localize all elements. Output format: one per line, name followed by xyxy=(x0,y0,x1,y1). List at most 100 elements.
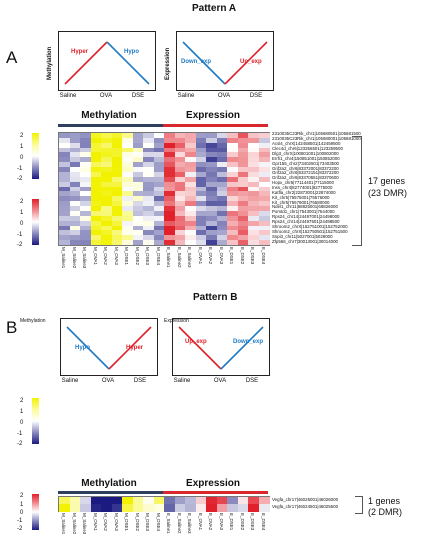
heatmap-cell xyxy=(59,176,70,183)
heatmap-cell xyxy=(122,201,133,207)
heatmap-cell xyxy=(132,171,144,178)
heatmap-cell xyxy=(101,230,112,236)
sample-column-label: E_DSE3 xyxy=(250,247,256,265)
sample-column-label: E_Saline1 xyxy=(166,513,172,534)
heatmap-cell xyxy=(216,147,228,153)
heatmap-cell xyxy=(122,504,133,512)
methylation-trend-lines xyxy=(66,326,152,370)
heatmap-cell xyxy=(248,240,259,246)
heatmap-cell xyxy=(227,215,238,222)
heatmap-cell xyxy=(237,235,249,241)
heatmap-cell xyxy=(174,137,186,144)
heatmap-cell xyxy=(164,133,175,139)
heatmap-cell xyxy=(153,210,165,217)
heatmap-cell xyxy=(248,201,259,207)
heatmap-cell xyxy=(111,215,123,222)
heatmap-cell xyxy=(185,201,196,207)
heatmap-cell xyxy=(164,142,175,149)
heatmap-cell xyxy=(122,225,133,231)
heatmap-cell xyxy=(164,215,175,222)
heatmap-cell xyxy=(111,181,123,188)
colorbar-tick: -1 xyxy=(17,431,23,437)
heatmap-cell xyxy=(258,230,270,236)
heatmap-cell xyxy=(248,215,259,222)
heatmap-cell xyxy=(227,220,238,226)
heatmap-cell xyxy=(69,201,81,207)
heatmap-cell xyxy=(227,133,238,139)
heatmap-cell xyxy=(185,215,196,222)
heatmap-cell xyxy=(122,220,133,226)
heatmap-cell xyxy=(248,220,259,226)
heatmap-cell xyxy=(143,167,154,173)
heatmap-cell xyxy=(111,167,123,173)
heatmap-cell xyxy=(258,220,270,226)
expression-axis-label: Expression xyxy=(164,318,189,324)
hyper-label: Hyper xyxy=(126,345,144,351)
heatmap-cell xyxy=(132,152,144,158)
heatmap-cell xyxy=(195,196,207,202)
heatmap-cell xyxy=(90,225,102,231)
heatmap-cell xyxy=(132,210,144,217)
heatmap-cell xyxy=(216,235,228,241)
heatmap-cell xyxy=(101,176,112,183)
heatmap-cell xyxy=(206,181,217,188)
hyper-label: Hyper xyxy=(71,49,89,55)
heatmap-cell xyxy=(216,167,228,173)
heatmap-cell xyxy=(80,497,91,505)
heatmap-cell xyxy=(101,225,112,231)
heatmap-cell xyxy=(69,206,81,212)
heatmap-cell xyxy=(111,137,123,144)
heatmap-cell xyxy=(237,206,249,212)
heatmap-cell xyxy=(153,225,165,231)
colorbar-tick: 2 xyxy=(20,398,24,404)
heatmap-cell xyxy=(80,167,91,173)
heatmap-cell xyxy=(143,220,154,226)
heatmap-cell xyxy=(258,162,270,168)
heatmap-cell xyxy=(248,230,259,236)
methylation-header: Methylation xyxy=(81,478,137,489)
heatmap-cell xyxy=(195,504,207,512)
heatmap-cell xyxy=(101,152,112,158)
hypo-label: Hypo xyxy=(75,345,90,351)
heatmap-cell xyxy=(122,206,133,212)
heatmap-cell xyxy=(111,220,123,226)
heatmap-cell xyxy=(195,201,207,207)
colorbar-tick: 0 xyxy=(20,155,24,161)
heatmap-cell xyxy=(185,206,196,212)
heatmap-cell xyxy=(258,176,270,183)
methylation-group-bar xyxy=(58,124,163,127)
heatmap-cell xyxy=(90,142,102,149)
heatmap-cell xyxy=(164,235,175,241)
heatmap-cell xyxy=(101,181,112,188)
heatmap-cell xyxy=(122,147,133,153)
heatmap-cell xyxy=(122,215,133,222)
colorbar-tick: -2 xyxy=(17,242,23,248)
heatmap-cell xyxy=(227,181,238,188)
heatmap-cell xyxy=(122,137,133,144)
heatmap-cell xyxy=(90,230,102,236)
heatmap-cell xyxy=(80,171,91,178)
heatmap-cell xyxy=(69,504,81,512)
heatmap-cell xyxy=(216,181,228,188)
heatmap-cell xyxy=(143,201,154,207)
heatmap-cell xyxy=(195,497,207,505)
colorbar-tick: -2 xyxy=(17,441,23,447)
heatmap-cell xyxy=(90,191,102,197)
heatmap-cell xyxy=(69,162,81,168)
heatmap-cell xyxy=(195,215,207,222)
colorbar-tick: 1 xyxy=(20,144,24,150)
heatmap-cell xyxy=(69,225,81,231)
heatmap-cell xyxy=(237,240,249,246)
dmr-count-label: (23 DMR) xyxy=(368,188,408,198)
expression-trend-lines xyxy=(182,41,268,85)
heatmap-cell xyxy=(216,137,228,144)
heatmap-cell xyxy=(248,196,259,202)
heatmap-cell xyxy=(185,235,196,241)
x-tick-dse: DSE xyxy=(131,93,145,99)
sample-column-label: M_Saline1 xyxy=(61,247,67,269)
sample-column-label: M_Saline2 xyxy=(71,513,77,535)
heatmap-cell xyxy=(69,230,81,236)
heatmap-cell xyxy=(237,162,249,168)
heatmap-cell xyxy=(122,171,133,178)
heatmap-cell xyxy=(101,504,112,512)
